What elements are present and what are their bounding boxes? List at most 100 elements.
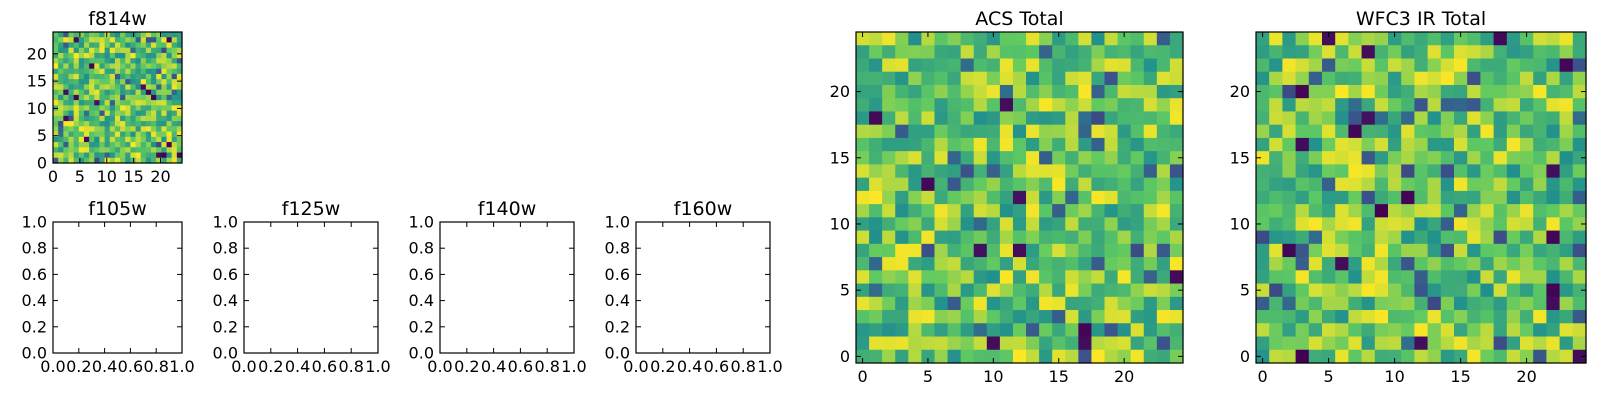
heatmap-cell bbox=[1454, 71, 1468, 86]
heatmap-cell bbox=[882, 151, 896, 165]
heatmap-cell bbox=[1091, 177, 1106, 192]
y-tick-label: 0.2 bbox=[22, 317, 47, 336]
x-tick-label: 1.0 bbox=[365, 357, 390, 376]
panel-title: f160w bbox=[674, 198, 733, 220]
heatmap-cell bbox=[856, 270, 870, 285]
heatmap-cell bbox=[921, 32, 936, 46]
heatmap-cell bbox=[1322, 84, 1336, 99]
heatmap-cell bbox=[1440, 71, 1455, 86]
heatmap-cell bbox=[151, 84, 157, 91]
heatmap-cell bbox=[130, 68, 137, 75]
heatmap-cell bbox=[1078, 349, 1093, 364]
x-tick-label: 10 bbox=[1384, 367, 1404, 386]
heatmap-cell bbox=[856, 71, 870, 86]
heatmap-cell bbox=[1026, 98, 1040, 113]
heatmap-cell bbox=[53, 94, 59, 101]
heatmap-cell bbox=[73, 157, 80, 164]
heatmap-cell bbox=[869, 137, 883, 152]
heatmap-cell bbox=[1335, 98, 1349, 113]
heatmap-cell bbox=[1335, 190, 1349, 205]
heatmap-cell bbox=[83, 58, 90, 65]
heatmap-cell bbox=[125, 63, 131, 70]
heatmap-cell bbox=[166, 100, 173, 106]
heatmap-cell bbox=[1104, 217, 1119, 232]
heatmap-cell bbox=[1506, 283, 1521, 298]
heatmap-cell bbox=[1493, 323, 1508, 338]
x-tick-label: 10 bbox=[983, 367, 1003, 386]
heatmap-cell bbox=[171, 157, 178, 164]
heatmap-cell bbox=[1308, 204, 1323, 218]
heatmap-cell bbox=[1169, 190, 1184, 205]
heatmap-cell bbox=[869, 257, 883, 271]
heatmap-cell bbox=[1078, 137, 1093, 152]
heatmap-cell bbox=[934, 137, 949, 152]
heatmap-cell bbox=[1533, 243, 1547, 258]
heatmap-cell bbox=[1388, 283, 1402, 298]
heatmap-cell bbox=[1256, 98, 1270, 113]
heatmap-cell bbox=[1414, 270, 1429, 285]
heatmap-cell bbox=[1169, 137, 1184, 152]
heatmap-cell bbox=[140, 136, 147, 143]
heatmap-cell bbox=[1104, 98, 1119, 113]
heatmap-cell bbox=[94, 68, 101, 75]
heatmap-cell bbox=[156, 32, 162, 38]
heatmap-cell bbox=[1012, 310, 1027, 324]
heatmap-cell bbox=[921, 230, 936, 245]
heatmap-cell bbox=[999, 230, 1014, 245]
heatmap-cell bbox=[960, 323, 975, 338]
heatmap-cell bbox=[1143, 323, 1158, 338]
heatmap-cell bbox=[114, 110, 121, 117]
heatmap-cell bbox=[1117, 58, 1132, 73]
heatmap-cell bbox=[1169, 98, 1184, 113]
heatmap-cell bbox=[1401, 84, 1415, 99]
heatmap-cell bbox=[99, 115, 106, 122]
heatmap-cell bbox=[63, 32, 70, 38]
heatmap-cell bbox=[882, 124, 896, 139]
heatmap-cell bbox=[120, 37, 126, 44]
heatmap-cell bbox=[78, 47, 85, 54]
heatmap-cell bbox=[1156, 243, 1171, 258]
heatmap-cell bbox=[151, 110, 157, 117]
heatmap-cell bbox=[856, 111, 870, 126]
heatmap-cell bbox=[1104, 323, 1119, 338]
heatmap-cell bbox=[156, 89, 162, 96]
heatmap-cell bbox=[973, 124, 988, 139]
heatmap-cell bbox=[895, 111, 909, 126]
heatmap-cell bbox=[1467, 45, 1481, 60]
heatmap-cell bbox=[1052, 124, 1066, 139]
heatmap-cell bbox=[934, 283, 949, 298]
heatmap-cell bbox=[1130, 323, 1145, 338]
heatmap-cell bbox=[1308, 71, 1323, 86]
heatmap-cell bbox=[68, 157, 75, 164]
heatmap-cell bbox=[125, 121, 131, 127]
heatmap-cell bbox=[1467, 283, 1481, 298]
heatmap-cell bbox=[63, 105, 70, 112]
heatmap-cell bbox=[1546, 243, 1561, 258]
heatmap-cell bbox=[1078, 283, 1093, 298]
heatmap-cell bbox=[1282, 71, 1297, 86]
heatmap-cell bbox=[1572, 257, 1587, 271]
heatmap-cell bbox=[1414, 190, 1429, 205]
heatmap-cell bbox=[104, 147, 111, 154]
heatmap-cell bbox=[161, 73, 168, 80]
heatmap-cell bbox=[1572, 190, 1587, 205]
heatmap-cell bbox=[58, 121, 64, 127]
heatmap-cell bbox=[1361, 177, 1376, 192]
heatmap-cell bbox=[856, 283, 870, 298]
heatmap-cell bbox=[1506, 336, 1521, 351]
heatmap-cell bbox=[171, 89, 178, 96]
heatmap-cell bbox=[1480, 177, 1495, 192]
heatmap-cell bbox=[1572, 71, 1587, 86]
heatmap-cell bbox=[869, 124, 883, 139]
heatmap-cell bbox=[1533, 296, 1547, 311]
heatmap-cell bbox=[1104, 190, 1119, 205]
heatmap-cell bbox=[83, 126, 90, 133]
heatmap-cell bbox=[151, 68, 157, 75]
heatmap-cell bbox=[109, 47, 116, 54]
heatmap-cell bbox=[171, 47, 178, 54]
heatmap-cell bbox=[120, 68, 126, 75]
heatmap-cell bbox=[1520, 164, 1534, 179]
heatmap-cell bbox=[1348, 270, 1363, 285]
